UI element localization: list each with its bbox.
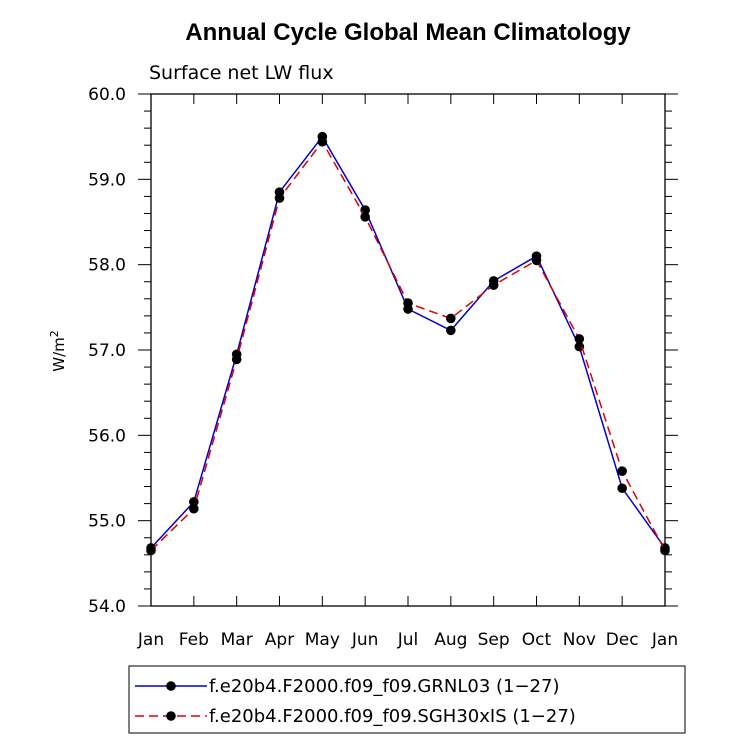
legend-label-1: f.e20b4.F2000.f09_f09.GRNL03 (1−27) xyxy=(209,676,559,697)
series-1-marker xyxy=(189,497,199,507)
legend-marker-1 xyxy=(166,681,176,691)
legend: f.e20b4.F2000.f09_f09.GRNL03 (1−27) f.e20… xyxy=(135,676,576,727)
y-tick-label: 57.0 xyxy=(88,341,126,361)
x-tick-labels: Jan Feb Mar Apr May Jun Jul Aug Sep Oct Nov Dec Jan xyxy=(137,630,678,650)
x-tick-label: Mar xyxy=(221,630,253,650)
x-tick-label: Jul xyxy=(397,630,419,650)
plot-frame xyxy=(150,93,666,607)
y-tick-label: 59.0 xyxy=(88,170,126,190)
series-2-marker xyxy=(189,503,199,514)
legend-marker-2 xyxy=(166,711,176,721)
legend-label-2: f.e20b4.F2000.f09_f09.SGH30xIS (1−27) xyxy=(209,706,576,727)
x-tick-label: Dec xyxy=(606,630,639,650)
series-layer xyxy=(146,131,670,556)
chart-subtitle: Surface net LW flux xyxy=(149,62,334,84)
series-line-1 xyxy=(150,135,666,549)
series-2-marker xyxy=(360,212,370,222)
series-2-marker xyxy=(317,136,328,147)
y-tick-label: 55.0 xyxy=(88,512,126,532)
y-tick-label: 54.0 xyxy=(88,597,126,617)
x-tick-label: Nov xyxy=(563,630,596,650)
y-axis-label-superscript: 2 xyxy=(48,330,61,337)
series-2-marker xyxy=(488,280,499,290)
x-tick-label: Feb xyxy=(179,630,209,650)
y-axis-label-base: W/m xyxy=(50,337,68,372)
x-tick-label: Jan xyxy=(651,630,678,650)
x-tick-label: May xyxy=(305,630,340,650)
series-2-marker xyxy=(231,354,242,365)
y-tick-labels: 54.0 55.0 56.0 57.0 58.0 59.0 60.0 xyxy=(88,85,126,617)
series-1-marker xyxy=(574,341,585,352)
series-2-marker xyxy=(617,466,627,476)
series-2-marker xyxy=(274,193,285,203)
x-tick-label: Sep xyxy=(478,630,510,650)
series-1-marker xyxy=(617,483,627,494)
series-2-marker xyxy=(446,313,456,324)
y-axis-label: W/m2 xyxy=(48,330,68,372)
x-tick-label: Jun xyxy=(351,630,379,650)
x-tick-label: Jan xyxy=(137,630,164,650)
y-tick-label: 58.0 xyxy=(88,256,126,276)
series-line-2 xyxy=(150,140,666,552)
series-1-marker xyxy=(446,325,456,336)
y-tick-label: 60.0 xyxy=(88,85,126,105)
x-tick-label: Aug xyxy=(434,630,467,650)
series-2-marker xyxy=(574,334,585,344)
axis-ticks xyxy=(138,93,678,607)
x-tick-label: Apr xyxy=(265,630,294,650)
series-2-marker xyxy=(403,298,413,308)
x-tick-label: Oct xyxy=(522,630,552,650)
series-2-marker xyxy=(531,255,542,266)
y-tick-label: 56.0 xyxy=(88,426,126,446)
chart-title: Annual Cycle Global Mean Climatology xyxy=(185,19,631,46)
legend-box xyxy=(128,665,686,734)
